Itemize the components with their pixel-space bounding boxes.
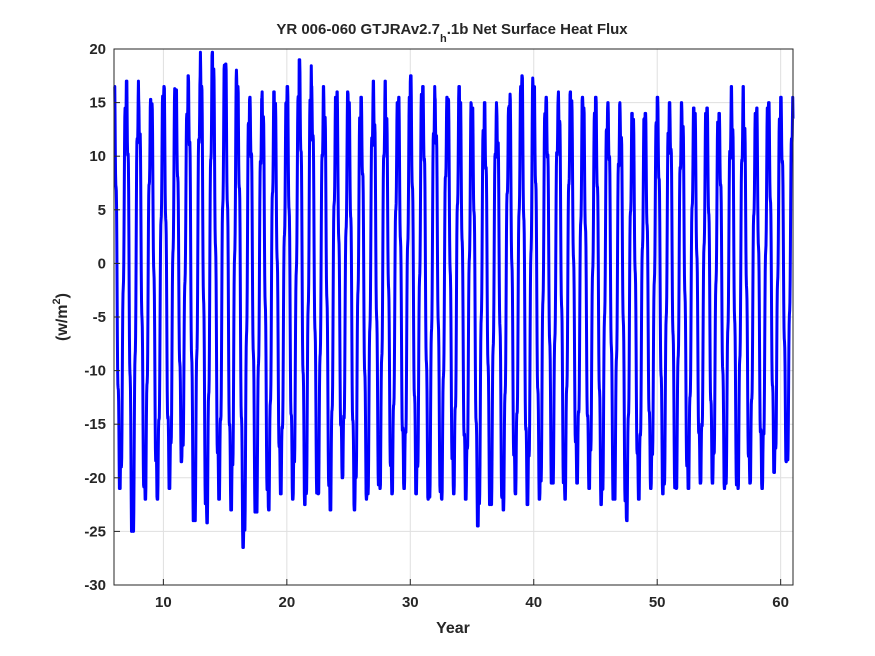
y-axis-label: (w/m2)	[51, 293, 71, 341]
x-axis-label: Year	[436, 620, 470, 637]
series-line	[112, 50, 795, 549]
y-tick-label: 5	[98, 202, 106, 219]
chart-title: YR 006-060 GTJRAv2.7h.1b Net Surface Hea…	[276, 21, 628, 45]
x-tick-label: 20	[278, 594, 295, 611]
y-tick-label: -10	[84, 363, 106, 380]
y-tick-label: 20	[89, 41, 106, 58]
x-tick-label: 30	[402, 594, 419, 611]
series-layer	[112, 50, 795, 549]
y-tick-label: 0	[98, 255, 106, 272]
x-tick-label: 60	[772, 594, 789, 611]
y-tick-label: 10	[89, 148, 106, 165]
y-tick-label: -5	[93, 309, 106, 326]
x-tick-label: 50	[649, 594, 666, 611]
y-tick-label: 15	[89, 95, 106, 112]
y-tick-label: -20	[84, 470, 106, 487]
x-tick-label: 40	[525, 594, 542, 611]
y-tick-label: -30	[84, 577, 106, 594]
y-tick-label: -25	[84, 523, 106, 540]
y-tick-label: -15	[84, 416, 106, 433]
x-tick-label: 10	[155, 594, 172, 611]
